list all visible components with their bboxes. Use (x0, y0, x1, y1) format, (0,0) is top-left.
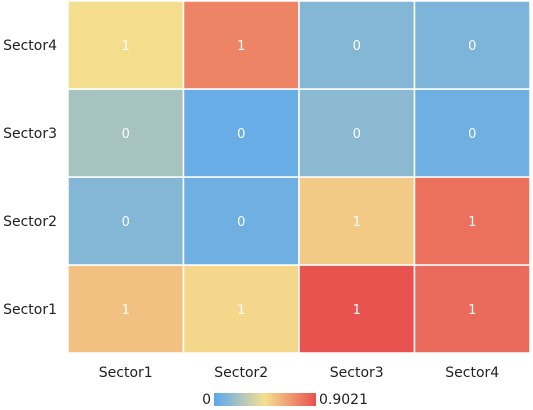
heatmap-cell-label: 0 (122, 127, 130, 142)
heatmap-cell-label: 1 (353, 303, 361, 318)
visual-map-min-label: 0 (202, 392, 211, 408)
x-axis-tick-label: Sector3 (330, 365, 384, 381)
heatmap-cell-label: 0 (468, 39, 476, 54)
x-axis-tick-labels: Sector1 Sector2 Sector3 Sector4 (99, 365, 500, 381)
heatmap-cell-labels: 1 1 1 1 0 0 1 1 0 0 0 0 1 1 0 0 (122, 39, 477, 318)
heatmap-cell (182, 88, 300, 178)
y-axis-tick-label: Sector4 (3, 38, 57, 54)
heatmap-cell-label: 1 (468, 215, 476, 230)
heatmap-cell-label: 1 (122, 39, 130, 54)
y-axis-tick-label: Sector1 (3, 302, 57, 318)
heatmap-cell-label: 0 (122, 215, 130, 230)
y-axis-tick-label: Sector2 (3, 214, 57, 230)
heatmap-cell (67, 176, 185, 266)
x-axis-tick-label: Sector1 (99, 365, 153, 381)
heatmap-cell-label: 1 (237, 39, 245, 54)
heatmap-cell-label: 0 (237, 215, 245, 230)
heatmap-cell (182, 264, 300, 354)
heatmap-cell (67, 0, 185, 90)
heatmap-cells (67, 0, 531, 354)
heatmap-cell (298, 176, 416, 266)
heatmap-cell-label: 0 (237, 127, 245, 142)
heatmap-cell (67, 264, 185, 354)
heatmap-cell-label: 1 (468, 303, 476, 318)
heatmap-cell (413, 0, 531, 90)
heatmap-cell (182, 176, 300, 266)
visual-map: 0 0.9021 (202, 392, 368, 408)
visual-map-gradient-bar (214, 393, 316, 406)
y-axis-tick-labels: Sector1 Sector2 Sector3 Sector4 (3, 38, 57, 318)
heatmap-cell (182, 0, 300, 90)
heatmap-cell (67, 88, 185, 178)
heatmap-cell-label: 1 (353, 215, 361, 230)
y-axis-tick-label: Sector3 (3, 126, 57, 142)
heatmap-cell (413, 264, 531, 354)
x-axis-tick-label: Sector4 (445, 365, 499, 381)
x-axis-tick-label: Sector2 (214, 365, 268, 381)
visual-map-max-label: 0.9021 (319, 392, 368, 408)
heatmap-cell-label: 0 (468, 127, 476, 142)
heatmap-cell-label: 1 (237, 303, 245, 318)
heatmap-cell-label: 0 (353, 127, 361, 142)
heatmap-cell (413, 88, 531, 178)
heatmap-cell-label: 1 (122, 303, 130, 318)
heatmap-cell (413, 176, 531, 266)
heatmap-cell-label: 0 (353, 39, 361, 54)
